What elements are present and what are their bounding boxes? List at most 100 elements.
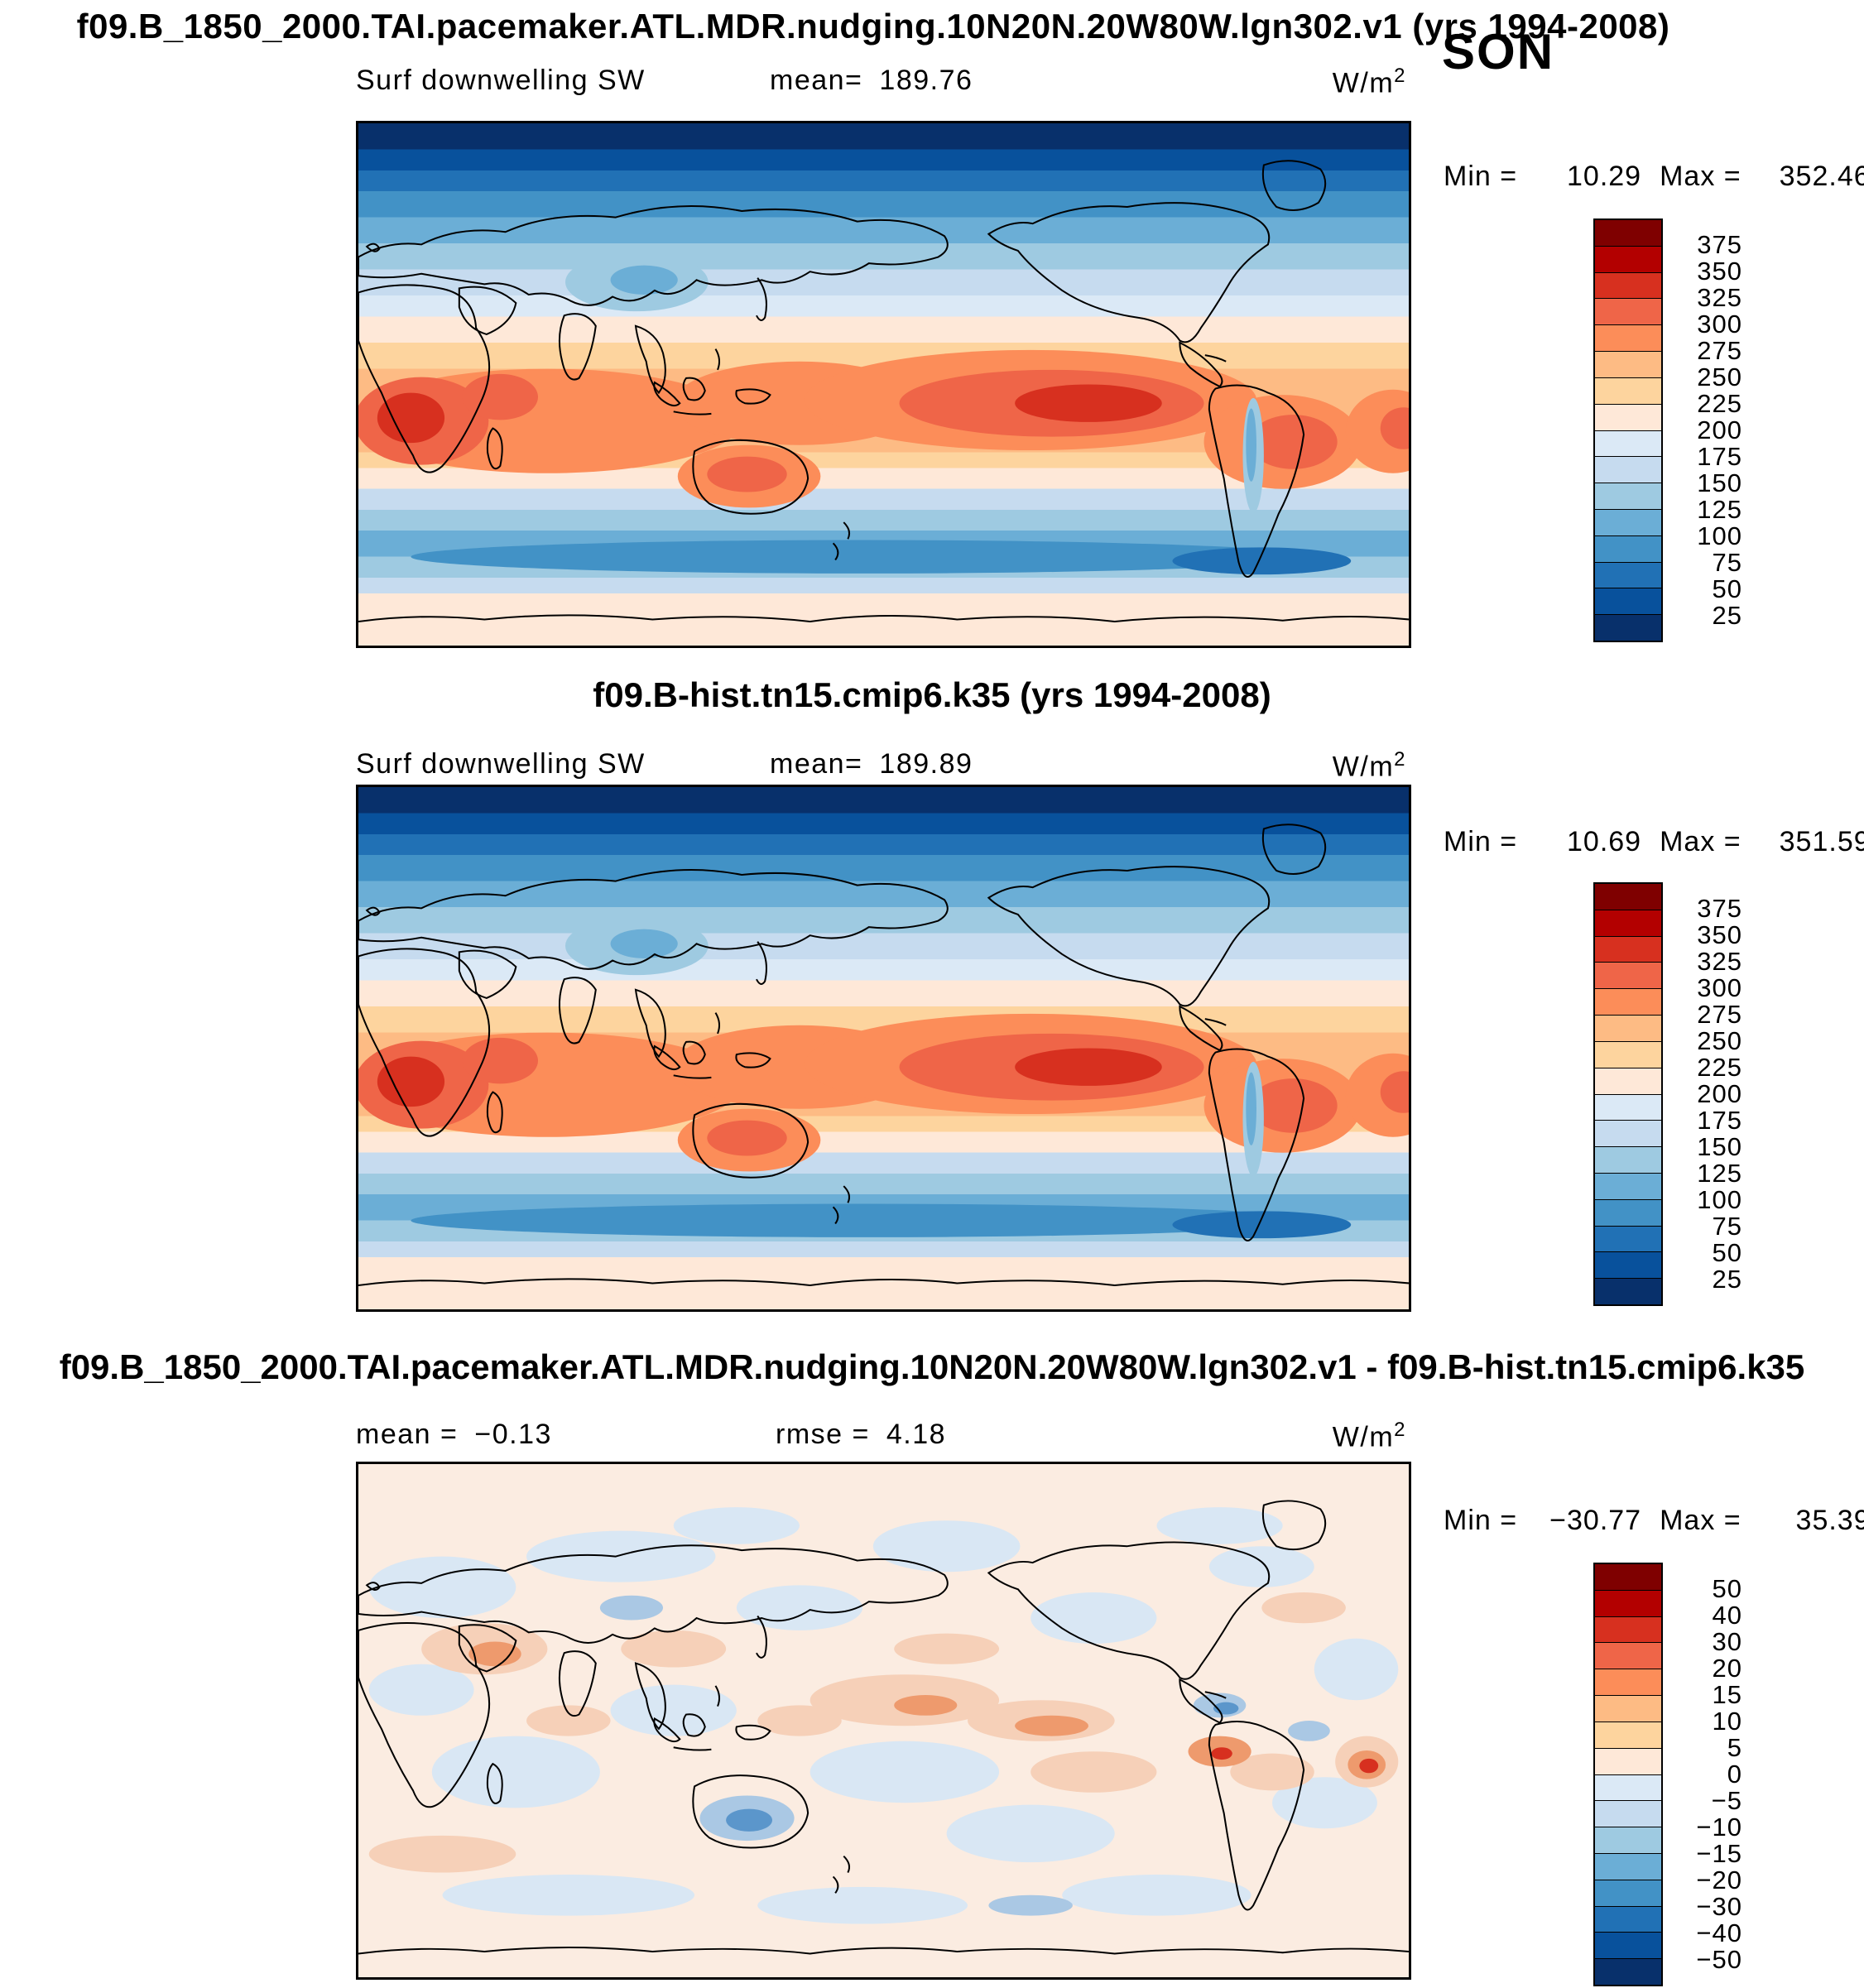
- colorbar-tick-label: 200: [1697, 1079, 1742, 1108]
- colorbar-cell: [1595, 1748, 1661, 1775]
- colorbar-cell: [1595, 936, 1661, 963]
- panel1-variable-label: Surf downwelling SW: [356, 65, 646, 96]
- season-label: SON: [1442, 24, 1555, 79]
- panel3-units-base: W/m: [1332, 1421, 1395, 1453]
- colorbar-tick-label: −30: [1696, 1892, 1742, 1921]
- panel1-mean: mean= 189.76: [770, 65, 973, 97]
- panel2-max-label: Max =: [1660, 826, 1741, 857]
- colorbar-tick-label: 10: [1712, 1707, 1742, 1736]
- colorbar-cell: [1595, 352, 1661, 378]
- colorbar-cell: [1595, 404, 1661, 431]
- colorbar-tick-label: 15: [1712, 1680, 1742, 1709]
- colorbar-cell: [1595, 1853, 1661, 1880]
- colorbar-cell: [1595, 272, 1661, 300]
- panel1-max-label: Max =: [1660, 161, 1741, 192]
- panel1-mean-label: mean=: [770, 65, 863, 96]
- panel3-min-label: Min =: [1444, 1505, 1518, 1536]
- colorbar-cell: [1595, 1801, 1661, 1828]
- colorbar-labels: 375 350 325 300 275 250 225 200 175 150 125 100 75 50…: [1673, 218, 1742, 642]
- colorbar-cell: [1595, 1827, 1661, 1854]
- colorbar-tick-label: 30: [1712, 1627, 1742, 1656]
- colorbar-tick-label: 375: [1697, 230, 1742, 259]
- panel1-min-value: 10.29: [1567, 161, 1642, 192]
- colorbar-labels: 50 40 30 20 15 10 5 0 −5 −10 −15 −20 −30 −40 −50: [1673, 1563, 1742, 1986]
- panel2-mean-value: 189.89: [879, 748, 973, 780]
- colorbar-cell: [1595, 377, 1661, 405]
- colorbar-tick-label: −20: [1696, 1866, 1742, 1894]
- colorbar-cells: [1593, 1563, 1663, 1986]
- colorbar-tick-label: 25: [1712, 1265, 1742, 1294]
- panel3-mean-label: mean =: [356, 1419, 459, 1450]
- colorbar-cell: [1595, 1669, 1661, 1697]
- colorbar-tick-label: 300: [1697, 973, 1742, 1002]
- colorbar-tick-label: 25: [1712, 601, 1742, 630]
- colorbar-tick-label: 325: [1697, 947, 1742, 976]
- colorbar-cell: [1595, 535, 1661, 563]
- panel1-header-row: Surf downwelling SW mean= 189.76 W/m2: [356, 65, 1411, 103]
- colorbar-cell: [1595, 1643, 1661, 1670]
- panel2-mean-label: mean=: [770, 748, 863, 780]
- panel1-max-value: 352.46: [1779, 161, 1864, 192]
- panel1-units: W/m2: [1333, 65, 1406, 99]
- panel2-minmax: Min = 10.69 Max = 351.59: [1444, 826, 1864, 858]
- colorbar-tick-label: 20: [1712, 1654, 1742, 1683]
- map-panel1-graphic: [358, 123, 1409, 646]
- colorbar-tick-label: 350: [1697, 257, 1742, 286]
- colorbar-cell: [1595, 1279, 1661, 1304]
- colorbar-tick-label: 225: [1697, 389, 1742, 418]
- colorbar-tick-label: 50: [1712, 1238, 1742, 1267]
- colorbar-tick-label: 350: [1697, 920, 1742, 949]
- colorbar-tick-label: 75: [1712, 548, 1742, 577]
- panel1-minmax: Min = 10.29 Max = 352.46: [1444, 161, 1864, 193]
- panel2-min-value: 10.69: [1567, 826, 1642, 857]
- colorbar-panel2: 375 350 325 300 275 250 225 200 175 150 125 100 75 50…: [1593, 882, 1741, 1306]
- map-panel3-graphic: [358, 1464, 1409, 1977]
- colorbar-tick-label: 300: [1697, 310, 1742, 339]
- map-panel3-difference: [356, 1462, 1411, 1980]
- map-panel2-surf-downwelling-sw: [356, 785, 1411, 1312]
- colorbar-cell: [1595, 562, 1661, 589]
- panel3-max-value: 35.39: [1795, 1505, 1864, 1536]
- panel3-min-value: −30.77: [1549, 1505, 1642, 1536]
- colorbar-cell: [1595, 1147, 1661, 1174]
- colorbar-cell: [1595, 1959, 1661, 1985]
- panel1-units-base: W/m: [1332, 67, 1395, 99]
- colorbar-cell: [1595, 1696, 1661, 1722]
- panel3-units: W/m2: [1333, 1419, 1406, 1453]
- colorbar-tick-label: 175: [1697, 442, 1742, 471]
- colorbar-tick-label: 50: [1712, 1574, 1742, 1603]
- panel2-variable-label: Surf downwelling SW: [356, 748, 646, 780]
- panel3-rmse: rmse = 4.18: [776, 1419, 946, 1451]
- colorbar-cell: [1595, 963, 1661, 990]
- panel3-units-exponent: 2: [1394, 1419, 1406, 1441]
- colorbar-tick-label: 5: [1727, 1733, 1742, 1762]
- map-panel1-surf-downwelling-sw: [356, 121, 1411, 648]
- colorbar-tick-label: 150: [1697, 468, 1742, 497]
- colorbar-cell: [1595, 299, 1661, 326]
- colorbar-cell: [1595, 1226, 1661, 1253]
- colorbar-panel1: 375 350 325 300 275 250 225 200 175 150 125 100 75 50…: [1593, 218, 1741, 642]
- colorbar-tick-label: 100: [1697, 1185, 1742, 1214]
- colorbar-tick-label: −50: [1696, 1945, 1742, 1974]
- colorbar-cell: [1595, 1616, 1661, 1644]
- panel3-header-row: mean = −0.13 rmse = 4.18 W/m2: [356, 1419, 1411, 1457]
- panel2-min-label: Min =: [1444, 826, 1518, 857]
- colorbar-tick-label: −40: [1696, 1918, 1742, 1947]
- panel2-units-base: W/m: [1332, 751, 1395, 783]
- colorbar-cell: [1595, 1590, 1661, 1617]
- colorbar-cell: [1595, 1774, 1661, 1802]
- map-panel2-graphic: [358, 787, 1409, 1309]
- panel2-max-value: 351.59: [1779, 826, 1864, 857]
- panel3-mean: mean = −0.13: [356, 1419, 552, 1451]
- colorbar-cell: [1595, 1721, 1661, 1749]
- colorbar-cell: [1595, 910, 1661, 937]
- colorbar-cell: [1595, 1016, 1661, 1042]
- colorbar-tick-label: −10: [1696, 1813, 1742, 1842]
- colorbar-cell: [1595, 1564, 1661, 1591]
- colorbar-cells: [1593, 218, 1663, 642]
- colorbar-labels: 375 350 325 300 275 250 225 200 175 150 125 100 75 50…: [1673, 882, 1742, 1306]
- panel1-units-exponent: 2: [1394, 65, 1406, 87]
- panel2-title: f09.B-hist.tn15.cmip6.k35 (yrs 1994-2008…: [593, 675, 1271, 714]
- colorbar-cell: [1595, 1173, 1661, 1200]
